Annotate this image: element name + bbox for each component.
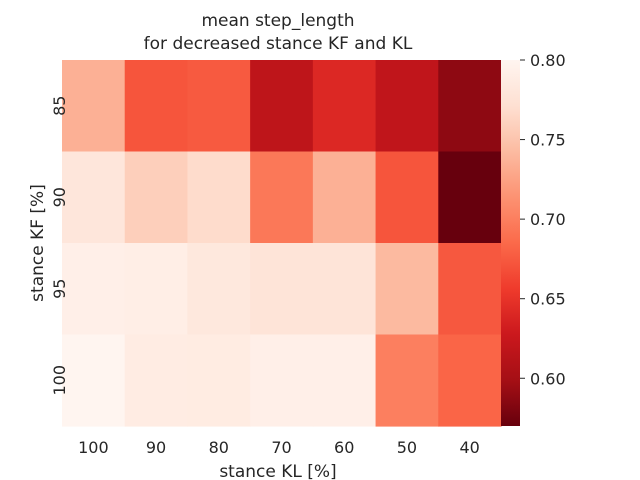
heatmap-cell xyxy=(62,151,126,244)
heatmap-cell xyxy=(124,60,189,153)
heatmap-cell xyxy=(438,151,502,244)
heatmap-cell xyxy=(62,334,126,427)
x-tick-label: 60 xyxy=(334,438,354,457)
colorbar-tick-label: 0.80 xyxy=(530,51,566,70)
heatmap-cell xyxy=(187,334,251,427)
y-tick-label: 100 xyxy=(50,365,69,396)
heatmap-cell xyxy=(250,334,314,427)
heatmap-cell xyxy=(250,243,314,336)
colorbar-ticks: 0.60 0.65 0.70 0.75 0.80 xyxy=(520,51,566,388)
x-tick-label: 100 xyxy=(78,438,109,457)
x-axis-label: stance KL [%] xyxy=(219,462,336,480)
heatmap-cell xyxy=(250,60,314,153)
heatmap-cell xyxy=(312,334,377,427)
heatmap-cell xyxy=(375,60,439,153)
heatmap-cell xyxy=(124,243,189,336)
y-tick-label: 85 xyxy=(50,96,69,116)
colorbar-tick-label: 0.75 xyxy=(530,131,566,150)
y-tick-label: 90 xyxy=(50,187,69,207)
heatmap-cell xyxy=(312,243,377,336)
heatmap-cell xyxy=(312,60,377,153)
x-tick-labels: 100 90 80 70 60 50 40 xyxy=(78,438,480,457)
heatmap-cell xyxy=(375,151,439,244)
heatmap-cell xyxy=(124,334,189,427)
chart-title-line-2: for decreased stance KF and KL xyxy=(144,34,413,54)
heatmap-cell xyxy=(375,243,439,336)
x-tick-label: 80 xyxy=(209,438,229,457)
y-tick-label: 95 xyxy=(50,279,69,299)
heatmap-cell xyxy=(187,151,251,244)
heatmap-cell xyxy=(62,60,126,153)
x-tick-label: 50 xyxy=(397,438,417,457)
heatmap-cell xyxy=(124,151,189,244)
heatmap-cells xyxy=(62,60,502,427)
colorbar-tick-label: 0.60 xyxy=(530,369,566,388)
colorbar-tick-label: 0.70 xyxy=(530,210,566,229)
x-tick-label: 90 xyxy=(146,438,166,457)
x-tick-label: 40 xyxy=(459,438,479,457)
heatmap-cell xyxy=(375,334,439,427)
heatmap-cell xyxy=(187,60,251,153)
chart-title-line-1: mean step_length xyxy=(201,11,354,31)
heatmap-cell xyxy=(438,243,502,336)
heatmap-cell xyxy=(250,151,314,244)
y-axis-label: stance KF [%] xyxy=(28,184,48,302)
y-tick-labels: 85 90 95 100 xyxy=(50,96,69,396)
heatmap-cell xyxy=(62,243,126,336)
x-tick-label: 70 xyxy=(271,438,291,457)
heatmap-cell xyxy=(438,60,502,153)
colorbar-tick-label: 0.65 xyxy=(530,290,566,309)
heatmap-cell xyxy=(438,334,502,427)
heatmap-cell xyxy=(312,151,377,244)
heatmap-cell xyxy=(187,243,251,336)
colorbar xyxy=(501,60,520,426)
